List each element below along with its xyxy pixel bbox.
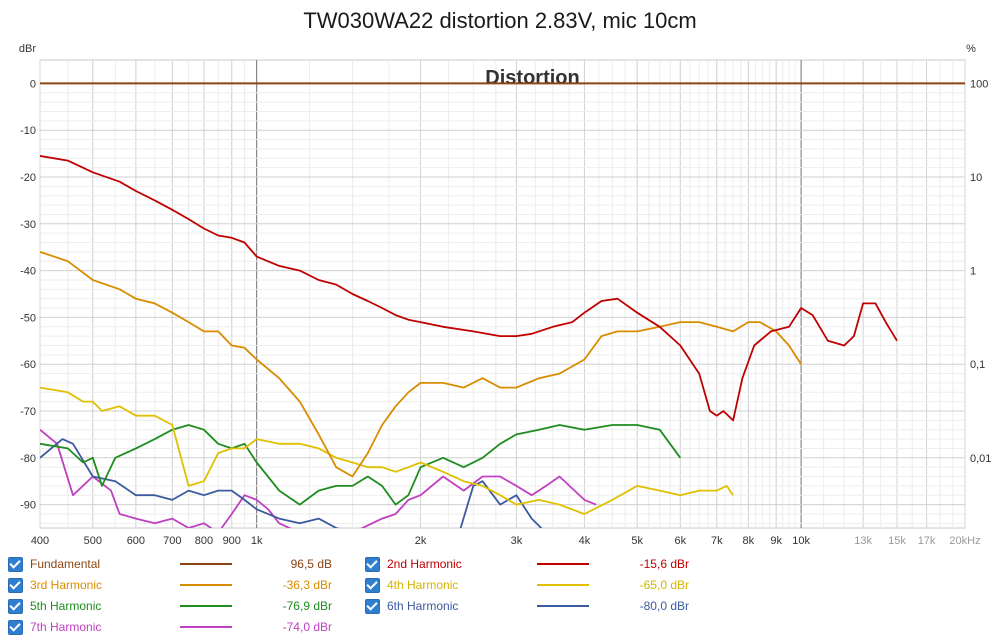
y-tick-label: 0 [30,78,36,90]
chart-title: TW030WA22 distortion 2.83V, mic 10cm [303,8,697,33]
series-line-4 [40,386,734,515]
legend-swatch [180,563,232,565]
y-tick-label: -10 [20,125,36,137]
series-line-5 [40,424,682,506]
legend-item-5th-harmonic[interactable]: 5th Harmonic -76,9 dBr [8,596,332,616]
checkbox-icon[interactable] [365,577,380,593]
checkbox-icon[interactable] [8,619,23,635]
y-axis-unit-right: % [966,43,976,55]
y-tick-label: -70 [20,406,36,418]
checkbox-icon[interactable] [8,577,23,593]
legend-value: -65,0 dBr [639,578,689,592]
legend-swatch [537,605,589,607]
y-tick-label: -90 [20,500,36,512]
legend-label: 4th Harmonic [387,578,459,592]
legend-label: Fundamental [30,557,101,571]
y-axis-unit-left: dBr [19,43,36,55]
legend-value: -80,0 dBr [639,599,689,613]
y-right-tick-label: 10 [970,172,982,184]
x-tick-label: 9k [770,535,782,547]
legend-swatch [180,605,232,607]
x-tick-label: 8k [743,535,755,547]
legend-label: 7th Harmonic [30,620,102,634]
x-tick-label: 17k [918,535,936,547]
series-line-2 [40,155,898,422]
legend-value: -74,0 dBr [282,620,332,634]
x-tick-label: 7k [711,535,723,547]
x-tick-label: 5k [631,535,643,547]
legend-item-4th-harmonic[interactable]: 4th Harmonic -65,0 dBr [365,575,689,595]
legend-value: -15,6 dBr [639,557,689,571]
legend-swatch [180,626,232,628]
x-tick-label: 10k [792,535,810,547]
x-tick-label: 3k [511,535,523,547]
y-tick-label: -80 [20,453,36,465]
plot-area [39,59,966,529]
y-tick-label: -40 [20,266,36,278]
legend-item-2nd-harmonic[interactable]: 2nd Harmonic -15,6 dBr [365,554,689,574]
y-tick-label: -20 [20,172,36,184]
x-tick-label: 15k [888,535,906,547]
legend-item-7th-harmonic[interactable]: 7th Harmonic -74,0 dBr [8,617,332,637]
checkbox-icon[interactable] [365,556,380,572]
x-tick-label: 900 [223,535,241,547]
x-tick-label: 700 [163,535,181,547]
checkbox-icon[interactable] [8,556,23,572]
legend-swatch [537,584,589,586]
x-tick-label: 13k [854,535,872,547]
legend-item-6th-harmonic[interactable]: 6th Harmonic -80,0 dBr [365,596,689,616]
checkbox-icon[interactable] [365,598,380,614]
chart-annotation: Distortion [485,67,579,89]
y-tick-label: -60 [20,359,36,371]
legend-label: 6th Harmonic [387,599,459,613]
legend-value: -36,3 dBr [282,578,332,592]
x-tick-label: 2k [415,535,427,547]
y-tick-label: -50 [20,312,36,324]
distortion-plot: dBr % 0 -10 -20 -30 -40 -50 -60 -70 -80 -90 100 10 1 0,… [19,43,992,547]
legend-label: 5th Harmonic [30,599,102,613]
y-right-tick-label: 1 [970,266,976,278]
legend-swatch [180,584,232,586]
legend-item-fundamental[interactable]: Fundamental 96,5 dB [8,554,332,574]
y-tick-label: -30 [20,219,36,231]
legend-label: 2nd Harmonic [387,557,462,571]
y-right-tick-label: 0,1 [970,359,985,371]
x-tick-label: 400 [31,535,49,547]
series-line-3 [40,251,802,478]
series-line-7 [40,429,597,528]
legend-item-3rd-harmonic[interactable]: 3rd Harmonic -36,3 dBr [8,575,332,595]
checkbox-icon[interactable] [8,598,23,614]
x-tick-label: 4k [579,535,591,547]
x-tick-label: 1k [251,535,263,547]
legend-label: 3rd Harmonic [30,578,103,592]
x-tick-label: 600 [127,535,145,547]
x-tick-label: 800 [195,535,213,547]
legend: Fundamental 96,5 dB 2nd Harmonic -15,6 d… [0,552,1000,639]
x-tick-label: 6k [675,535,687,547]
y-right-tick-label: 100 [970,78,988,90]
x-tick-label: 500 [84,535,102,547]
x-tick-label: 20kHz [949,535,980,547]
series-line-6 [40,438,543,528]
legend-value: -76,9 dBr [282,599,332,613]
legend-swatch [537,563,589,565]
legend-value: 96,5 dB [290,557,332,571]
y-right-tick-label: 0,01 [970,453,991,465]
